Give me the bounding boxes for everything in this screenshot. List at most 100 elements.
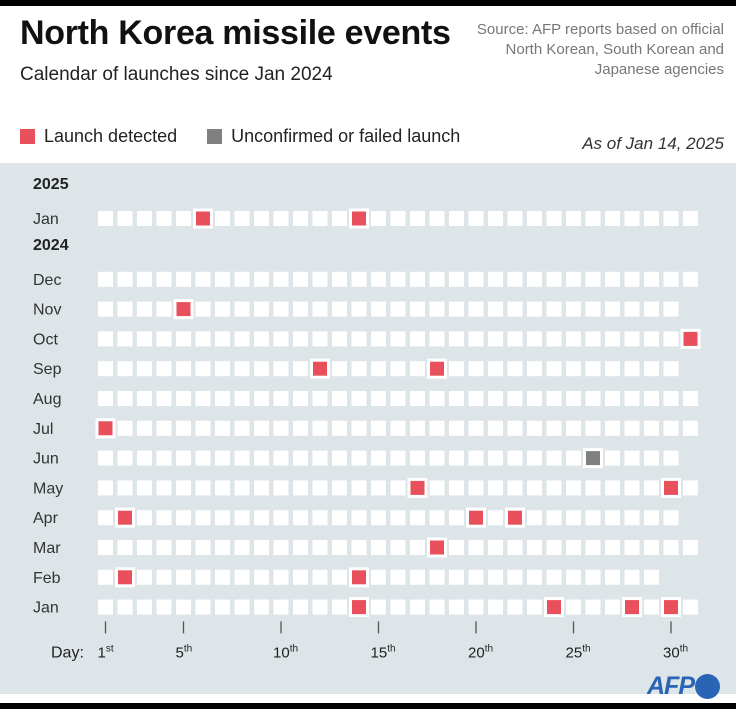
day-cell [195,480,211,496]
day-cell [390,450,406,466]
day-cell [390,271,406,287]
legend-item-failed: Unconfirmed or failed launch [207,126,460,147]
day-cell [624,331,640,347]
day-cell [449,361,464,377]
day-cell [390,361,406,377]
day-cell [429,420,445,436]
day-cell [449,569,464,585]
day-cell [605,211,620,226]
day-cell [312,450,328,466]
day-cell [371,211,386,226]
day-cell [195,361,211,377]
day-cell [234,420,250,436]
day-cell [585,540,601,555]
day-cell [429,301,445,317]
day-cell [566,331,581,347]
day-cell [176,540,191,555]
day-cell [468,361,484,377]
day-cell [624,569,640,585]
day-cell [546,420,562,436]
day-cell [390,510,406,526]
day-cell [468,420,484,436]
day-cell [215,331,230,347]
day-cell [156,510,172,526]
day-cell [273,331,289,347]
day-cell [585,599,601,615]
day-cell [137,480,152,496]
day-cell [293,450,308,466]
day-cell [176,211,191,226]
day-cell [507,420,523,436]
day-cell [117,540,133,555]
day-cell [663,450,679,466]
year-label: 2024 [33,237,69,254]
day-cell [195,331,211,347]
day-cell [488,599,503,615]
day-cell [351,331,367,347]
day-cell [371,510,386,526]
day-cell [605,420,620,436]
day-cell [312,391,328,406]
failed-launch-cell [586,451,600,466]
day-cell [449,540,464,555]
calendar-panel: 2025 Jan 2024 Dec Nov Oct Sep Aug Jul Jun May Apr Ma… [0,163,736,694]
day-cell [371,599,386,615]
day-cell [98,301,113,317]
day-cell [98,569,113,585]
x-tick-label: 25th [566,643,591,661]
launch-cell [196,211,210,226]
day-cell [293,480,308,496]
day-cell [332,540,347,555]
day-cell [332,480,347,496]
day-cell [234,599,250,615]
day-cell [644,480,659,496]
day-cell [215,420,230,436]
x-axis-label: Day: [51,644,84,661]
day-cell [488,331,503,347]
day-cell [449,420,464,436]
day-cell [371,480,386,496]
day-cell [195,271,211,287]
day-cell [644,331,659,347]
day-cell [293,331,308,347]
launch-cell [410,480,425,495]
day-cell [527,480,542,496]
day-cell [332,391,347,406]
day-cell [410,391,425,406]
day-cell [195,391,211,406]
day-cell [449,450,464,466]
day-cell [605,569,620,585]
day-cell [156,540,172,555]
day-cell [546,480,562,496]
day-cell [585,301,601,317]
day-cell [605,480,620,496]
day-cell [117,450,133,466]
day-cell [234,450,250,466]
day-cell [332,599,347,615]
day-cell [663,211,679,226]
day-cell [332,420,347,436]
day-cell [507,331,523,347]
day-cell [312,510,328,526]
day-cell [605,331,620,347]
day-cell [624,480,640,496]
day-cell [371,301,386,317]
day-cell [624,450,640,466]
day-cell [488,271,503,287]
day-cell [312,211,328,226]
day-cell [663,271,679,287]
launch-cell [508,510,522,525]
day-cell [137,450,152,466]
day-cell [468,450,484,466]
day-cell [468,301,484,317]
day-cell [156,271,172,287]
day-cell [137,271,152,287]
day-cell [273,211,289,226]
day-cell [176,271,191,287]
day-cell [137,211,152,226]
day-cell [98,599,113,615]
day-cell [644,391,659,406]
day-cell [215,569,230,585]
day-cell [468,540,484,555]
day-cell [371,271,386,287]
